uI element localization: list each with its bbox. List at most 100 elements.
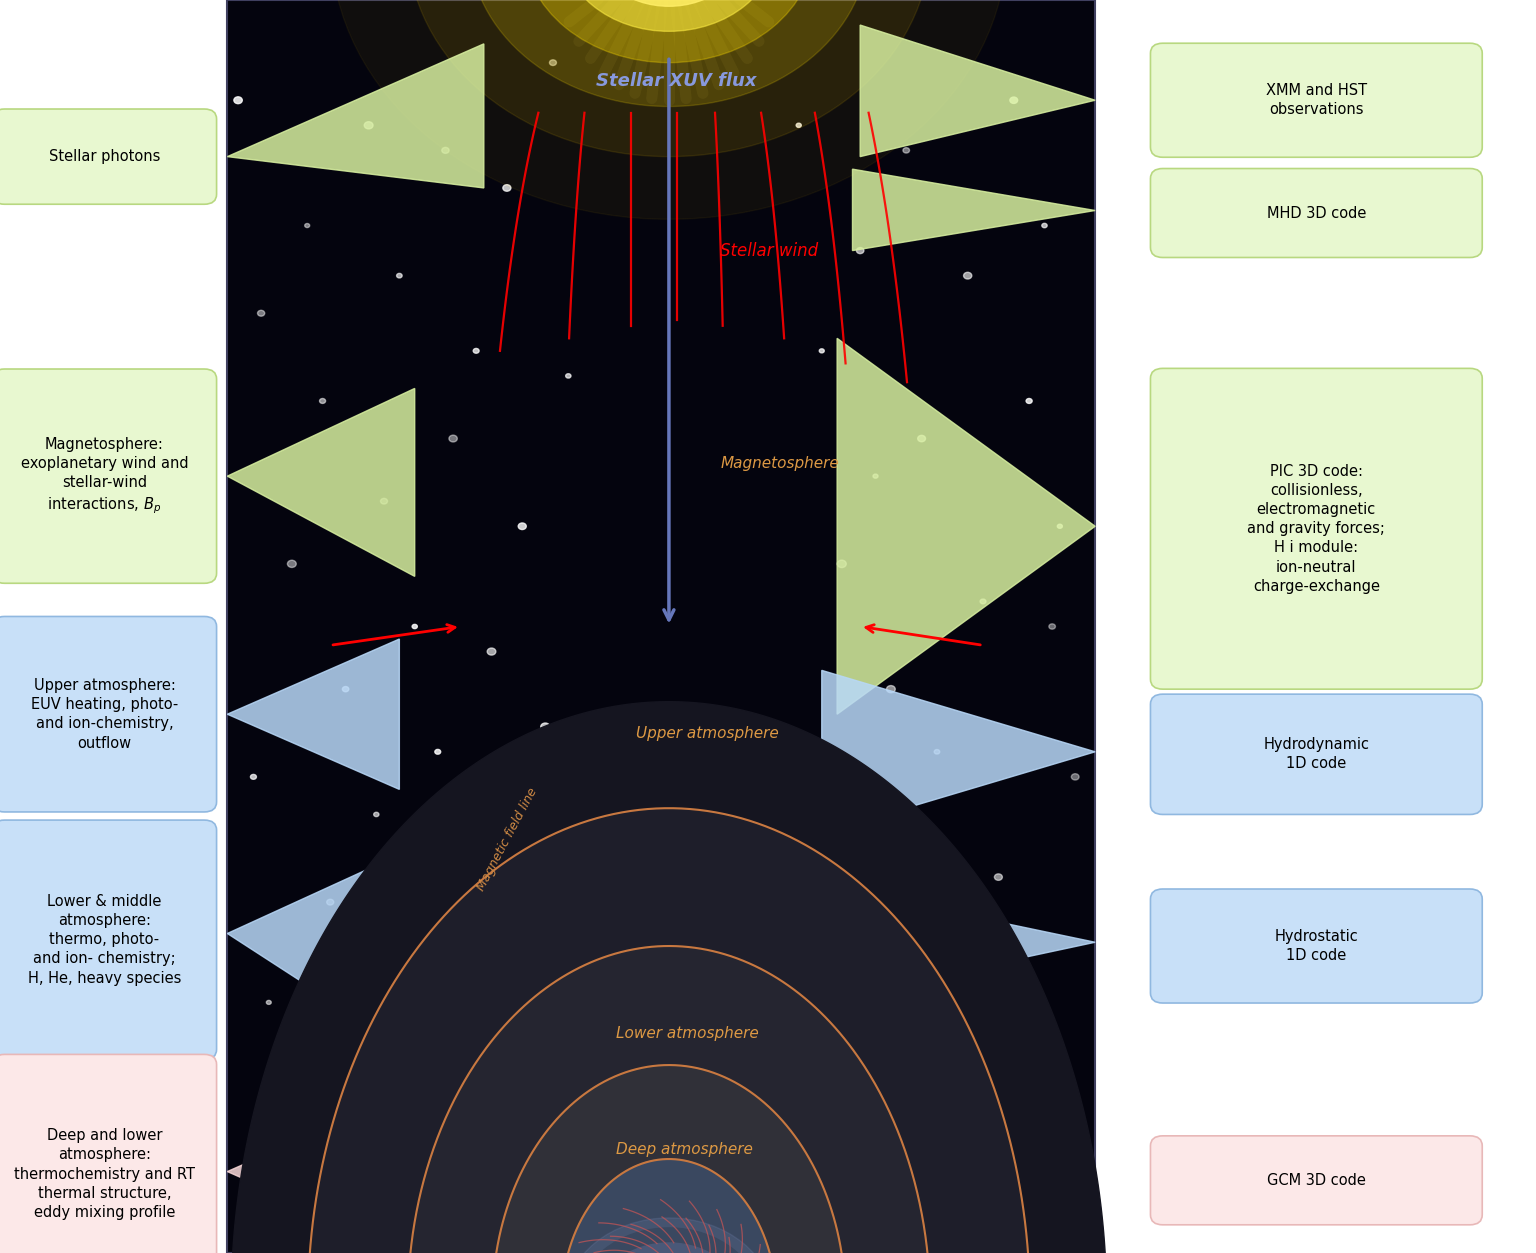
Circle shape	[965, 273, 971, 278]
Circle shape	[304, 223, 310, 228]
Circle shape	[473, 348, 479, 353]
FancyBboxPatch shape	[1150, 694, 1482, 814]
Circle shape	[794, 122, 803, 129]
Circle shape	[857, 248, 863, 253]
Text: Deep and lower
atmosphere:
thermochemistry and RT
thermal structure,
eddy mixing: Deep and lower atmosphere: thermochemist…	[14, 1128, 195, 1220]
Circle shape	[1001, 1061, 1011, 1069]
Circle shape	[562, 0, 776, 31]
Polygon shape	[860, 25, 1095, 157]
Circle shape	[833, 1024, 842, 1031]
Circle shape	[533, 974, 542, 981]
Polygon shape	[814, 883, 1095, 1002]
Polygon shape	[806, 1115, 1095, 1240]
FancyBboxPatch shape	[1150, 169, 1482, 257]
Text: Stellar XUV flux: Stellar XUV flux	[596, 73, 757, 90]
Circle shape	[395, 272, 404, 279]
Circle shape	[407, 0, 929, 157]
Polygon shape	[822, 670, 1095, 833]
Circle shape	[994, 873, 1003, 881]
Polygon shape	[562, 1159, 777, 1253]
Circle shape	[1048, 623, 1057, 630]
Circle shape	[442, 148, 449, 153]
Circle shape	[450, 436, 456, 441]
Text: XMM and HST
observations: XMM and HST observations	[1266, 83, 1367, 118]
Circle shape	[1041, 223, 1048, 228]
Polygon shape	[227, 44, 484, 188]
Circle shape	[948, 974, 957, 981]
Circle shape	[565, 1218, 773, 1253]
Circle shape	[863, 898, 872, 906]
Circle shape	[381, 499, 387, 504]
Circle shape	[504, 185, 510, 190]
Circle shape	[564, 372, 573, 380]
Circle shape	[839, 561, 845, 566]
FancyBboxPatch shape	[1150, 1135, 1482, 1225]
Circle shape	[373, 812, 379, 817]
Circle shape	[903, 148, 909, 153]
Circle shape	[327, 900, 333, 905]
FancyBboxPatch shape	[1150, 890, 1482, 1002]
FancyBboxPatch shape	[0, 109, 217, 204]
Circle shape	[809, 811, 819, 818]
Text: Hydrodynamic
1D code: Hydrodynamic 1D code	[1263, 737, 1370, 772]
Circle shape	[470, 0, 868, 107]
Circle shape	[1072, 774, 1078, 779]
Circle shape	[425, 936, 435, 944]
Polygon shape	[227, 1103, 384, 1240]
FancyBboxPatch shape	[1150, 368, 1482, 689]
FancyBboxPatch shape	[1150, 43, 1482, 157]
Circle shape	[488, 649, 495, 654]
Circle shape	[273, 1125, 280, 1130]
Circle shape	[341, 685, 350, 693]
Circle shape	[481, 875, 487, 880]
Text: Deep atmosphere: Deep atmosphere	[616, 1141, 753, 1157]
Polygon shape	[227, 639, 399, 789]
Circle shape	[519, 524, 525, 529]
Circle shape	[541, 723, 550, 730]
Text: GCM 3D code: GCM 3D code	[1267, 1173, 1366, 1188]
Circle shape	[366, 123, 372, 128]
Text: Stellar wind: Stellar wind	[720, 242, 817, 259]
Circle shape	[578, 1228, 760, 1253]
Text: Upper atmosphere:
EUV heating, photo-
and ion-chemistry,
outflow: Upper atmosphere: EUV heating, photo- an…	[31, 678, 178, 751]
FancyBboxPatch shape	[0, 616, 217, 812]
Circle shape	[1026, 398, 1032, 403]
Circle shape	[289, 561, 295, 566]
Circle shape	[412, 624, 418, 629]
Circle shape	[330, 0, 1008, 219]
Text: Stellar photons: Stellar photons	[49, 149, 160, 164]
Polygon shape	[492, 1065, 845, 1253]
Circle shape	[819, 348, 825, 353]
Circle shape	[596, 1243, 742, 1253]
FancyBboxPatch shape	[227, 0, 1095, 1253]
Text: Magnetic field line: Magnetic field line	[475, 786, 541, 893]
Text: Magnetosphere: Magnetosphere	[720, 456, 839, 471]
Circle shape	[1063, 1099, 1072, 1106]
Text: Hydrostatic
1D code: Hydrostatic 1D code	[1275, 928, 1358, 964]
Circle shape	[458, 1025, 464, 1030]
Text: Lower & middle
atmosphere:
thermo, photo-
and ion- chemistry;
H, He, heavy speci: Lower & middle atmosphere: thermo, photo…	[28, 893, 181, 986]
Text: Magnetosphere:
exoplanetary wind and
stellar-wind
interactions, $B_p$: Magnetosphere: exoplanetary wind and ste…	[20, 437, 189, 515]
FancyBboxPatch shape	[0, 819, 217, 1059]
Circle shape	[522, 0, 814, 63]
Text: PIC 3D code:
collisionless,
electromagnetic
and gravity forces;
H i module:
ion-: PIC 3D code: collisionless, electromagne…	[1247, 464, 1385, 594]
Circle shape	[435, 749, 441, 754]
Circle shape	[233, 96, 243, 104]
Polygon shape	[227, 858, 392, 1040]
Polygon shape	[227, 388, 415, 576]
Circle shape	[1009, 96, 1018, 104]
Circle shape	[257, 309, 266, 317]
Text: MHD 3D code: MHD 3D code	[1267, 205, 1366, 221]
Polygon shape	[232, 702, 1106, 1253]
FancyBboxPatch shape	[0, 1054, 217, 1253]
Circle shape	[880, 1125, 886, 1130]
Circle shape	[591, 0, 746, 6]
Circle shape	[548, 59, 558, 66]
Polygon shape	[837, 338, 1095, 714]
Polygon shape	[852, 169, 1095, 251]
Text: Lower atmosphere: Lower atmosphere	[616, 1026, 759, 1041]
Circle shape	[871, 472, 880, 480]
Polygon shape	[307, 808, 1029, 1253]
Text: Upper atmosphere: Upper atmosphere	[636, 725, 779, 741]
Circle shape	[358, 1063, 364, 1068]
